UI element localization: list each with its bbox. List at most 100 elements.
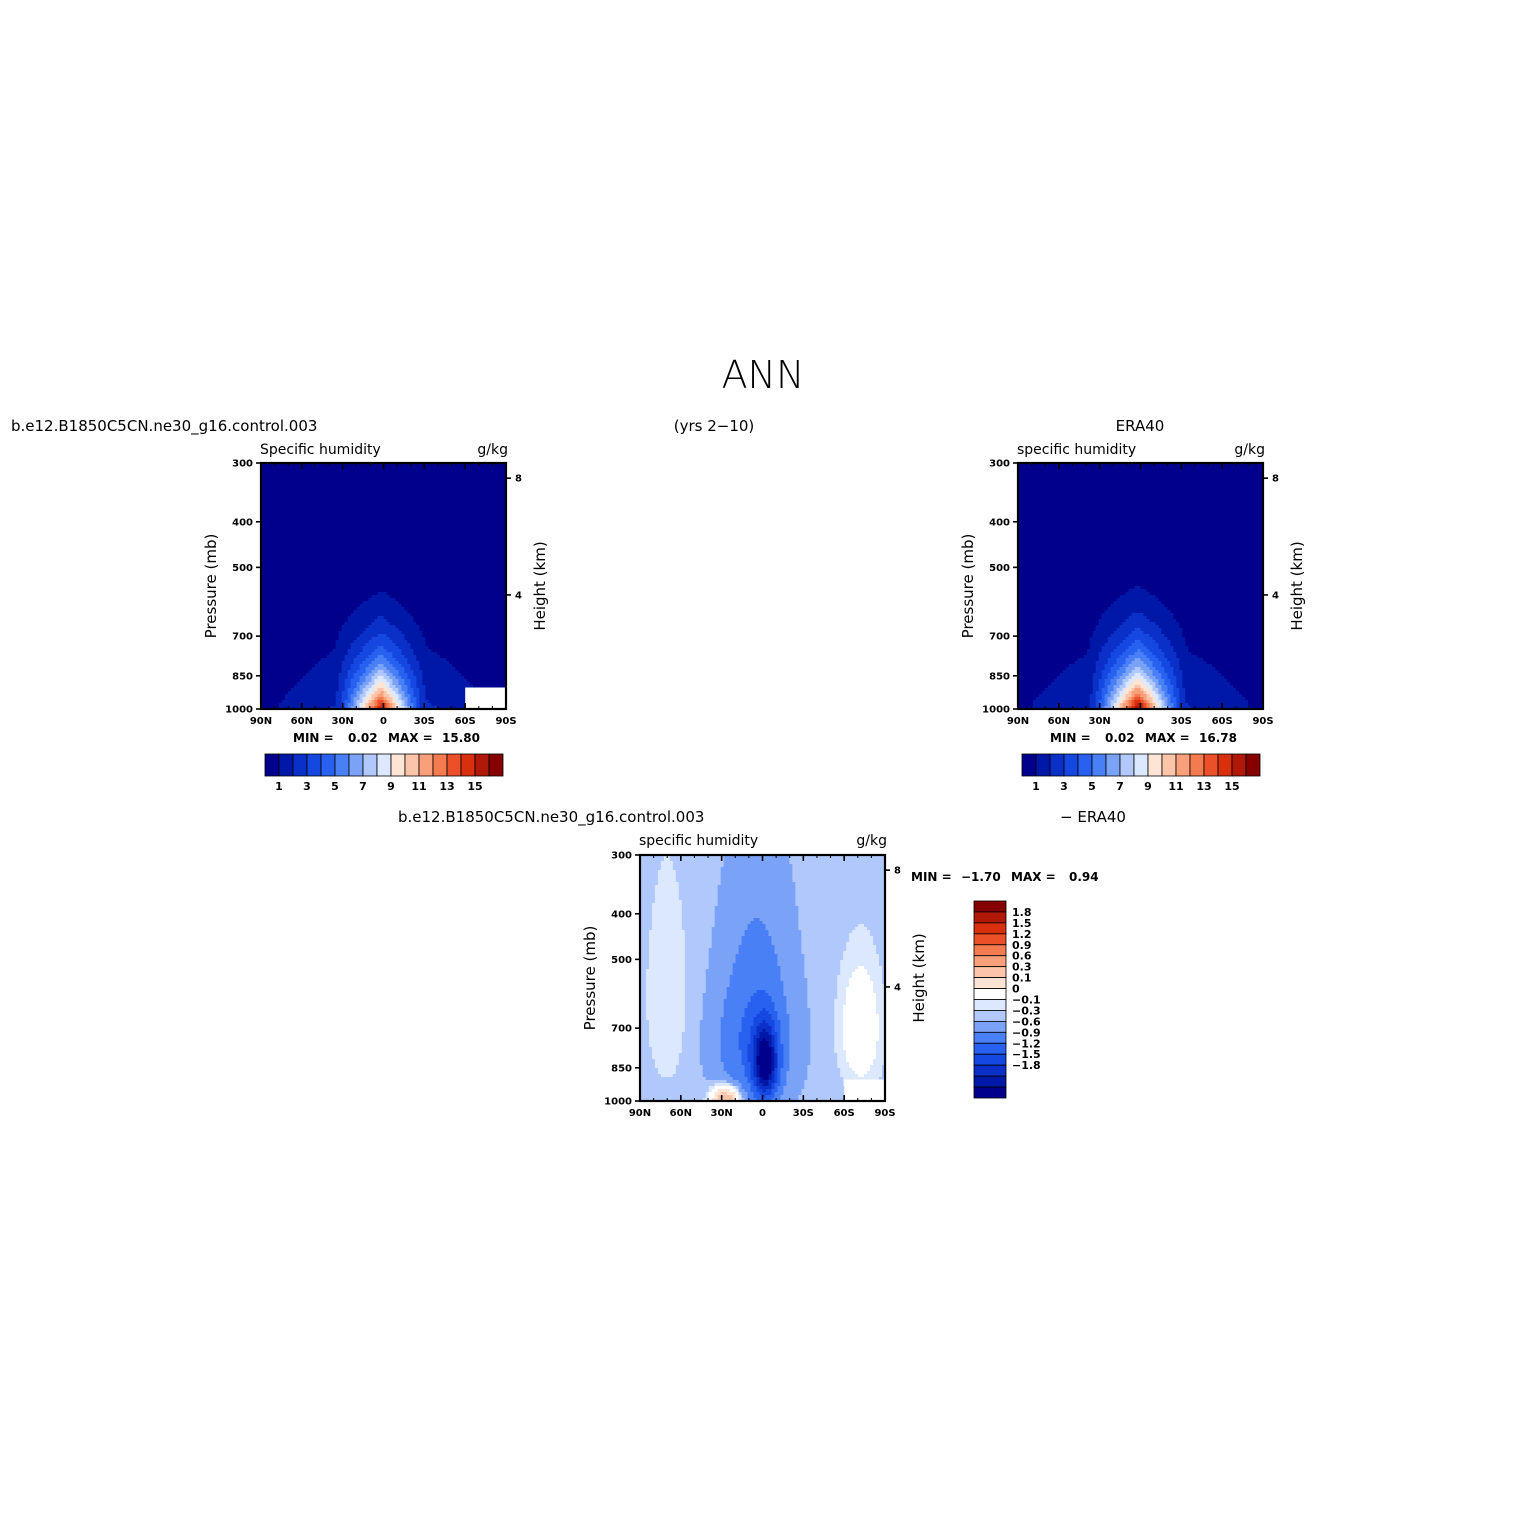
obs-contour-cell	[1173, 649, 1189, 653]
model-contour-cell	[374, 658, 388, 662]
model-contour-cell	[374, 619, 388, 623]
obs-contour-cell	[1018, 673, 1061, 677]
obs-contour-cell	[1176, 700, 1180, 704]
obs-contour-cell	[1018, 565, 1263, 569]
diff-contour-cell	[771, 1071, 776, 1075]
diff-contour-cell	[720, 879, 793, 883]
model-contour-cell	[422, 679, 468, 683]
diff-contour-cell	[726, 1080, 740, 1084]
model-contour-cell	[425, 637, 506, 641]
model-contour-cell	[341, 625, 370, 629]
diff-contour-cell	[729, 1083, 734, 1087]
model-contour-cell	[344, 685, 352, 689]
diff-contour-cell	[756, 990, 767, 994]
diff-contour-cell	[640, 855, 665, 859]
model-contour-cell	[350, 694, 358, 698]
model-contour-cell	[380, 691, 385, 695]
obs-contour-cell	[1140, 703, 1145, 707]
diff-contour-cell	[723, 1014, 746, 1018]
obs-contour-cell	[1155, 703, 1160, 707]
diff-contour-cell	[726, 993, 755, 997]
diff-contour-cell	[738, 1080, 749, 1084]
diff-contour-cell	[645, 1008, 686, 1012]
model-contour-cell	[404, 637, 426, 641]
diff-contour-cell	[720, 1026, 743, 1030]
obs-contour-cell	[1104, 664, 1115, 668]
diff-contour-cell	[744, 930, 770, 934]
obs-colorbar-label: 3	[1060, 780, 1068, 793]
obs-field-label: specific humidity	[1017, 442, 1136, 458]
obs-contour-cell	[1164, 682, 1171, 686]
model-contour-cell	[401, 694, 406, 698]
obs-contour-cell	[1146, 703, 1151, 707]
diff-x-tick-label: 90N	[629, 1108, 651, 1119]
obs-contour-cell	[1152, 661, 1163, 665]
diff-contour-cell	[640, 978, 647, 982]
diff-contour-cell	[640, 1029, 650, 1033]
obs-contour-cell	[1095, 670, 1103, 674]
obs-contour-cell	[1041, 691, 1094, 695]
diff-contour-cell	[648, 1029, 686, 1033]
diff-contour-cell	[771, 1062, 776, 1066]
diff-contour-cell	[777, 1071, 782, 1075]
obs-y-tick-label: 400	[989, 517, 1010, 528]
diff-contour-cell	[753, 1095, 764, 1099]
diff-contour-cell	[789, 1014, 811, 1018]
obs-contour-cell	[1018, 598, 1118, 602]
obs-contour-cell	[1140, 697, 1145, 701]
diff-contour-cell	[753, 993, 770, 997]
diff-contour-cell	[810, 1014, 835, 1018]
model-contour-cell	[338, 682, 346, 686]
diff-contour-cell	[762, 1008, 767, 1012]
obs-contour-cell	[1018, 544, 1263, 548]
obs-contour-cell	[1170, 679, 1177, 683]
diff-contour-cell	[759, 1080, 770, 1084]
model-y-tick-label: 400	[232, 517, 253, 528]
diff-contour-cell	[765, 1020, 776, 1024]
obs-contour-cell	[1018, 490, 1263, 494]
model-contour-cell	[407, 688, 414, 692]
model-contour-cell	[377, 634, 388, 638]
obs-contour-cell	[1125, 691, 1130, 695]
diff-contour-cell	[846, 1002, 877, 1006]
diff-colorbar-swatch	[973, 1031, 1007, 1044]
diff-contour-cell	[783, 1044, 790, 1048]
model-contour-cell	[356, 694, 361, 698]
obs-contour-cell	[1143, 703, 1148, 707]
diff-contour-cell	[738, 1044, 749, 1048]
diff-contour-cell	[780, 1041, 790, 1045]
obs-contour-cell	[1155, 676, 1163, 680]
diff-contour-cell	[771, 942, 802, 946]
diff-contour-cell	[684, 1023, 701, 1027]
diff-colorbar-swatch	[973, 1053, 1007, 1066]
obs-contour-cell	[1131, 670, 1145, 674]
obs-contour-cell	[1018, 517, 1263, 521]
model-contour-cell	[416, 706, 420, 709]
diff-contour-cell	[843, 1017, 880, 1021]
model-contour-cell	[398, 703, 403, 707]
diff-contour-cell	[750, 1026, 758, 1030]
obs-contour-cell	[1155, 595, 1263, 599]
model-contour-cell	[425, 685, 474, 689]
obs-contour-cell	[1018, 574, 1263, 578]
diff-contour-cell	[735, 1086, 740, 1090]
obs-contour-cell	[1173, 703, 1177, 707]
model-contour-cell	[362, 646, 379, 650]
obs-contour-cell	[1149, 700, 1154, 704]
diff-contour-cell	[702, 993, 728, 997]
diff-contour-cell	[720, 1035, 740, 1039]
diff-contour-cell	[876, 1005, 885, 1009]
diff-contour-cell	[837, 984, 850, 988]
diff-contour-cell	[684, 939, 713, 943]
diff-contour-cell	[720, 1047, 740, 1051]
diff-contour-cell	[645, 996, 686, 1000]
model-y-tick-label: 1000	[225, 705, 253, 716]
model-contour-cell	[386, 667, 397, 671]
obs-contour-cell	[1164, 604, 1263, 608]
diff-contour-cell	[640, 1086, 710, 1090]
diff-contour-cell	[849, 933, 871, 937]
obs-contour-cell	[1128, 679, 1136, 683]
obs-contour-cell	[1158, 703, 1163, 707]
model-contour-cell	[377, 676, 385, 680]
obs-x-tick-label: 60S	[1212, 716, 1233, 727]
